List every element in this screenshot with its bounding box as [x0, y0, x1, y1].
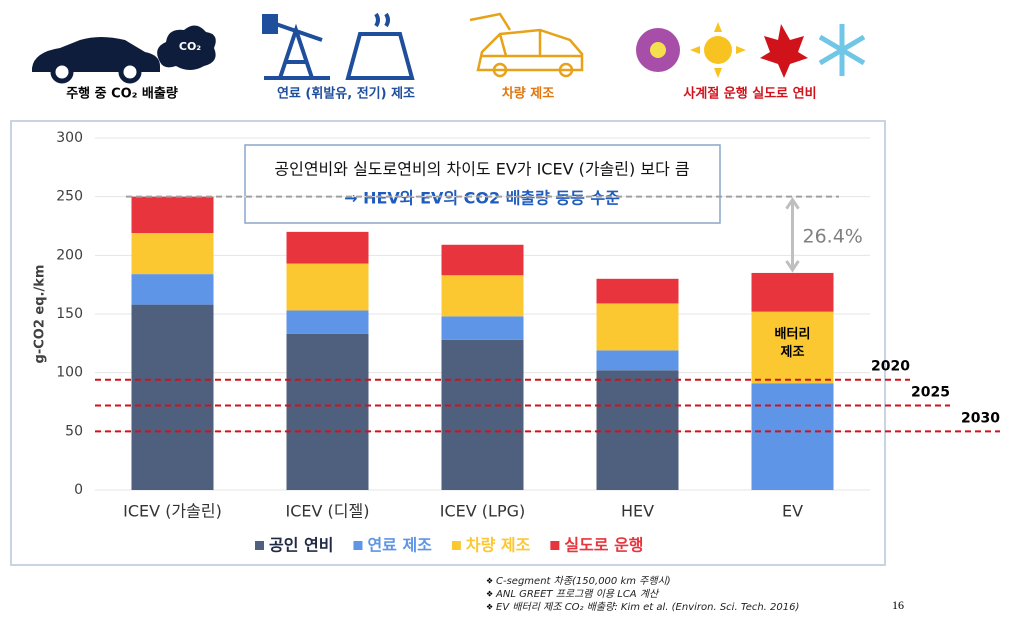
bar-segment — [131, 304, 214, 490]
bar-segment — [596, 303, 679, 351]
legend-swatch — [451, 541, 461, 550]
y-tick-label: 250 — [56, 189, 83, 205]
legend-swatch — [550, 541, 560, 550]
season-icons — [636, 22, 866, 78]
bullet: ❖ — [486, 577, 493, 586]
legend-swatch — [353, 541, 363, 550]
bar-segment — [441, 316, 524, 340]
bar-segment — [131, 274, 214, 305]
legend-swatch — [255, 541, 264, 550]
y-tick-label: 150 — [56, 306, 83, 322]
bar-segment — [131, 196, 214, 234]
co2-icon-text: CO₂ — [179, 40, 201, 53]
bar-segment — [441, 339, 524, 490]
bar-segment — [286, 231, 369, 264]
bar-segment — [286, 333, 369, 490]
target-label: 2030 — [961, 410, 1000, 426]
bar-segment — [131, 233, 214, 275]
x-tick-label: ICEV (가솔린) — [123, 502, 222, 521]
callout-line: → HEV와 EV의 CO2 배출량 동등 수준 — [344, 189, 620, 208]
legend-label: 실도로 운행 — [564, 536, 643, 555]
footnote: EV 배터리 제조 CO₂ 배출량: Kim et al. (Environ. … — [496, 601, 799, 613]
bar-segment — [286, 263, 369, 311]
bar-segment — [596, 370, 679, 490]
y-axis-label: g-CO2 eq./km — [33, 265, 48, 364]
bar-segment — [441, 275, 524, 317]
car-frame-icon — [469, 12, 584, 78]
x-tick-label: EV — [782, 502, 803, 521]
footnote: C-segment 차종(150,000 km 주행시) — [496, 575, 671, 587]
bar-segment — [751, 383, 834, 490]
x-tick-label: ICEV (LPG) — [440, 502, 525, 521]
difference-label: 26.4% — [803, 225, 863, 247]
x-tick-label: HEV — [621, 502, 654, 521]
y-tick-label: 0 — [74, 482, 83, 498]
target-label: 2020 — [871, 359, 910, 375]
x-tick-label: ICEV (디젤) — [286, 502, 370, 521]
y-tick-label: 300 — [56, 130, 83, 146]
callout-line: 공인연비와 실도로연비의 차이도 EV가 ICEV (가솔린) 보다 큼 — [274, 160, 689, 179]
y-tick-label: 100 — [56, 365, 83, 381]
header-label: 주행 중 CO₂ 배출량 — [66, 86, 178, 102]
callout-box — [244, 144, 721, 224]
bar-segment — [751, 272, 834, 312]
bullet: ❖ — [486, 603, 493, 612]
bar-segment — [286, 310, 369, 334]
bar-segment — [596, 278, 679, 304]
segment-label: 제조 — [781, 345, 805, 360]
header-label: 차량 제조 — [502, 86, 554, 102]
legend-label: 공인 연비 — [269, 536, 333, 555]
bar-segment — [751, 311, 834, 384]
y-tick-label: 200 — [56, 247, 83, 263]
header-label: 사계절 운행 실도로 연비 — [683, 86, 816, 102]
bar-segment — [596, 350, 679, 371]
segment-label: 배터리 — [775, 326, 811, 342]
bar-segment — [441, 244, 524, 276]
footnote: ANL GREET 프로그램 이용 LCA 계산 — [495, 588, 660, 600]
page-number: 16 — [892, 598, 904, 612]
y-tick-label: 50 — [65, 423, 83, 439]
car-icon — [32, 25, 216, 84]
difference-arrow — [785, 196, 800, 273]
legend-label: 연료 제조 — [367, 536, 432, 555]
target-label: 2025 — [911, 385, 950, 401]
bullet: ❖ — [486, 590, 493, 599]
header-label: 연료 (휘발유, 전기) 제조 — [277, 86, 415, 102]
oil-pump-icon — [262, 12, 415, 80]
legend-label: 차량 제조 — [466, 536, 531, 555]
